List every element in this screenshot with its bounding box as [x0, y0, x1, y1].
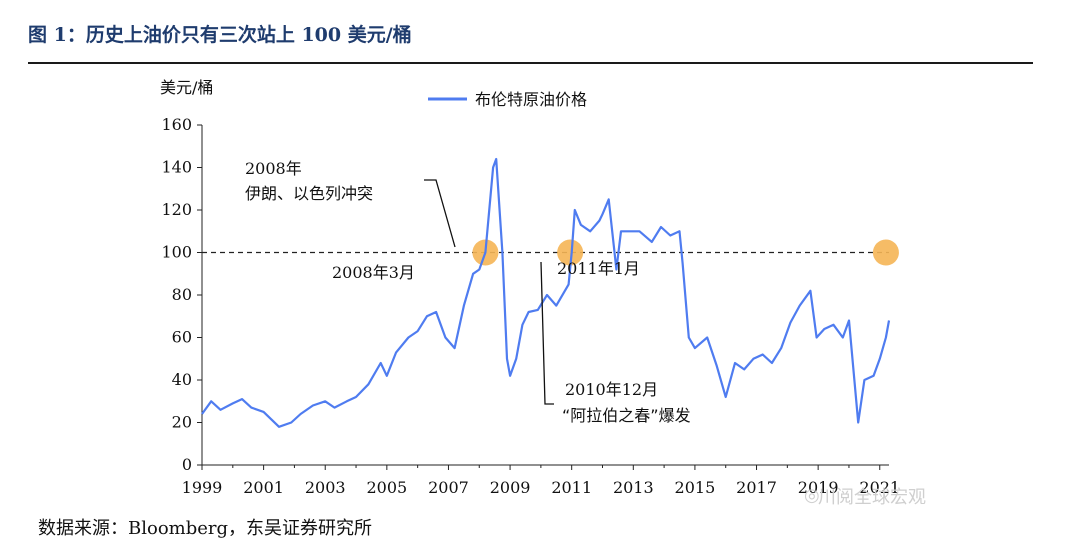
highlight-marker [872, 239, 899, 266]
x-tick-label: 1999 [182, 478, 223, 497]
y-tick-label: 140 [161, 158, 192, 177]
legend-label: 布伦特原油价格 [475, 90, 587, 109]
chart-axes: 0 20 40 60 80 100 120 140 160 美元/桶 1999 2001 2003 200… [160, 78, 900, 497]
y-tick-label: 60 [172, 328, 192, 347]
y-axis-unit: 美元/桶 [160, 78, 213, 97]
x-tick-label: 2005 [366, 478, 407, 497]
annotation-2011-jan: 2011年1月 [557, 259, 640, 278]
series-line-brent [201, 157, 891, 428]
x-tick-label: 2001 [243, 478, 284, 497]
annotation-2008-line1: 2008年 [245, 159, 302, 178]
x-tick-label: 2017 [736, 478, 777, 497]
x-tick-label: 2007 [428, 478, 469, 497]
annotation-2010-dec-line1: 2010年12月 [565, 380, 658, 399]
data-source: 数据来源：Bloomberg，东吴证券研究所 [38, 518, 373, 539]
annotation-2010-dec-line2: “阿拉伯之春”爆发 [562, 406, 691, 425]
y-tick-label: 0 [182, 455, 192, 474]
chart-legend: 布伦特原油价格 [428, 90, 587, 109]
y-tick-label: 100 [161, 243, 192, 262]
x-tick-label: 2015 [675, 478, 716, 497]
y-tick-label: 40 [172, 370, 192, 389]
watermark: 川阅全球宏观 [818, 487, 926, 508]
y-tick-label: 120 [161, 200, 192, 219]
y-tick-label: 80 [172, 285, 192, 304]
x-tick-label: 2021 [859, 478, 900, 497]
x-tick-label: 2003 [305, 478, 346, 497]
wechat-icon: ◎ [804, 485, 820, 506]
annotation-2008-march: 2008年3月 [332, 263, 415, 282]
annotation-2008-line2: 伊朗、以色列冲突 [245, 184, 373, 203]
x-tick-label: 2009 [490, 478, 531, 497]
figure-title: 图 1：历史上油价只有三次站上 100 美元/桶 [28, 24, 412, 46]
y-tick-label: 20 [172, 413, 192, 432]
x-tick-label: 2019 [798, 478, 839, 497]
highlight-marker [557, 239, 584, 266]
annotation-2008-leader [424, 179, 456, 248]
x-tick-label: 2013 [613, 478, 654, 497]
title-rule [28, 62, 1033, 64]
annotation-2010-leader [540, 261, 554, 405]
y-tick-label: 160 [161, 115, 192, 134]
x-tick-label: 2011 [551, 478, 592, 497]
series-layer [201, 157, 891, 428]
